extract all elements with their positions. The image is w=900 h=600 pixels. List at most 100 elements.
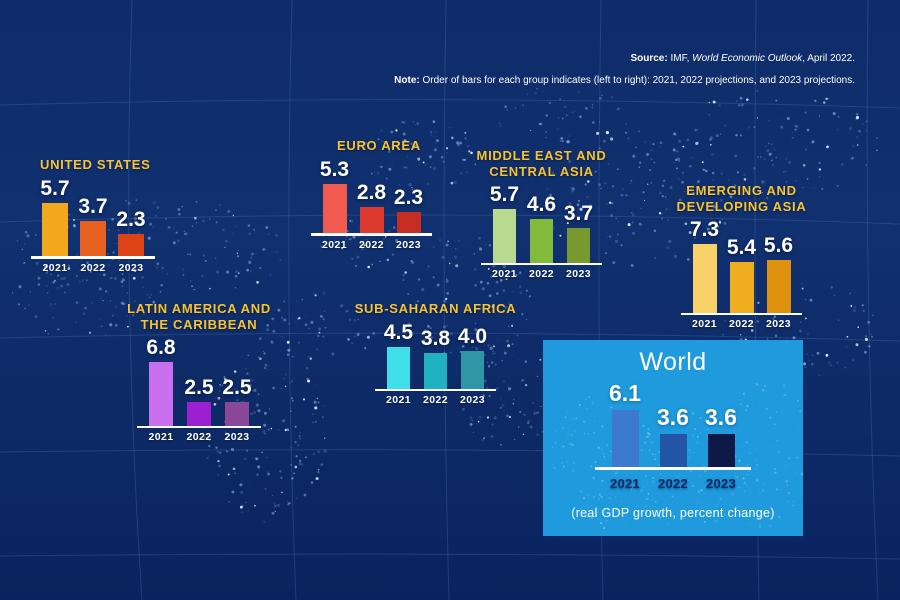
region-chart-middle-east-and-central-asia: MIDDLE EAST AND CENTRAL ASIA 5.7 4.6 3.7 2021… [477,148,606,280]
world-chart: 6.1 3.6 3.6 2021 2022 2023 [595,380,751,491]
region-chart-euro-area: EURO AREA 5.3 2.8 2.3 2021 2022 2023 [311,138,432,251]
value-label-2021: 7.3 [689,218,720,241]
year-label-2021: 2021 [42,261,68,274]
world-title: World [639,348,707,376]
year-label-2022: 2022 [359,238,384,251]
year-label-2021: 2021 [492,268,517,281]
region-chart-sub-saharan-africa: SUB-SAHARAN AFRICA 4.5 3.8 4.0 2021 2022 2023 [355,301,516,406]
region-title-middle-east-and-central-asia: MIDDLE EAST AND CENTRAL ASIA [476,148,607,179]
year-label-2022: 2022 [657,476,689,492]
year-label-2022: 2022 [529,268,554,281]
bar-plot-latin-america-and-the-caribbean: 6.8 2.5 2.5 [142,336,256,426]
bar-2022 [424,353,447,389]
bar-column: 5.7 [486,183,523,263]
bar-2023 [225,402,249,426]
value-label-2022: 2.8 [356,181,387,204]
value-label-2021: 5.7 [40,176,70,200]
year-labels: 2021 2022 2023 [601,476,745,491]
year-label-2022: 2022 [729,318,754,331]
bar-2023 [461,351,484,389]
continent-lights-dots [11,87,878,523]
year-label-2021: 2021 [386,394,411,407]
bar-plot-world: 6.1 3.6 3.6 [601,380,745,468]
bar-2023 [766,259,791,313]
bar-2022 [659,433,687,468]
bar-column: 3.6 [649,380,697,468]
value-label-2021: 4.5 [383,320,414,344]
year-labels: 2021 2022 2023 [316,239,427,251]
source-label: Source: [630,53,668,64]
bar-plot-sub-saharan-africa: 4.5 3.8 4.0 [380,321,491,389]
value-label-2021: 5.7 [489,183,520,206]
year-label-2021: 2021 [609,476,641,492]
note-label: Note: [394,75,420,86]
region-chart-united-states: UNITED STATES 5.7 3.7 2.3 2021 2022 2023 [31,157,155,274]
source-line: Source: IMF, World Economic Outlook, Apr… [630,53,855,64]
bar-plot-emerging-and-developing-asia: 7.3 5.4 5.6 [686,218,797,313]
value-label-2022: 4.6 [526,193,557,217]
year-label-2021: 2021 [148,431,174,444]
year-label-2021: 2021 [322,238,347,251]
bar-2022 [359,207,384,234]
value-label-2023: 2.3 [116,208,146,232]
value-label-2022: 3.7 [78,195,108,219]
bar-column: 3.6 [697,380,745,468]
bar-column: 5.3 [316,158,353,234]
world-panel: World 6.1 3.6 3.6 2021 2022 2023 (real GDP gr… [543,340,803,536]
bar-2021 [692,244,717,313]
year-label-2023: 2023 [118,261,144,274]
baseline [681,312,802,316]
bar-2021 [149,362,173,426]
baseline [311,233,432,236]
bar-2021 [42,202,68,257]
bar-column: 5.4 [723,218,760,313]
year-labels: 2021 2022 2023 [142,431,256,443]
bar-column: 7.3 [686,218,723,313]
bar-2021 [493,209,516,263]
region-title-latin-america-and-the-caribbean: LATIN AMERICA AND THE CARIBBEAN [127,301,271,332]
bar-2022 [729,261,754,313]
bar-2022 [530,219,553,263]
year-label-2023: 2023 [460,394,485,407]
year-labels: 2021 2022 2023 [36,262,150,274]
value-label-2021: 5.3 [319,157,350,181]
region-chart-emerging-and-developing-asia: EMERGING AND DEVELOPING ASIA 7.3 5.4 5.6 2021… [677,183,806,331]
bar-2023 [396,211,421,234]
bar-column: 2.3 [112,177,150,257]
value-label-2022: 3.8 [420,327,451,351]
region-title-united-states: UNITED STATES [40,157,151,172]
source-publication: World Economic Outlook [692,53,803,64]
bar-column: 6.8 [142,336,180,426]
bar-column: 2.8 [353,158,390,234]
header-notes: Source: IMF, World Economic Outlook, Apr… [394,53,855,97]
baseline [137,425,261,429]
bar-plot-united-states: 5.7 3.7 2.3 [36,177,150,257]
baseline [481,262,602,266]
region-title-sub-saharan-africa: SUB-SAHARAN AFRICA [354,301,517,316]
bar-column: 4.5 [380,321,417,389]
value-label-2023: 2.5 [222,376,252,400]
bar-2022 [80,221,106,257]
region-title-euro-area: EURO AREA [337,138,421,153]
baseline [595,467,751,471]
value-label-2023: 4.0 [457,325,488,349]
bar-plot-euro-area: 5.3 2.8 2.3 [316,158,427,234]
value-label-2023: 2.3 [393,185,424,209]
year-labels: 2021 2022 2023 [486,268,597,280]
value-label-2021: 6.8 [146,336,176,359]
year-label-2022: 2022 [80,261,106,274]
note-line: Note: Order of bars for each group indic… [394,75,855,86]
bar-2023 [707,433,735,468]
bar-column: 5.6 [760,218,797,313]
bar-column: 4.6 [523,183,560,263]
baseline [375,388,496,392]
bar-2023 [567,227,590,263]
world-caption: (real GDP growth, percent change) [571,506,775,521]
bar-column: 2.5 [180,336,218,426]
year-labels: 2021 2022 2023 [380,394,491,406]
year-label-2023: 2023 [224,431,250,444]
value-label-2022: 2.5 [184,376,214,400]
year-label-2022: 2022 [423,394,448,407]
bar-2022 [187,402,211,426]
